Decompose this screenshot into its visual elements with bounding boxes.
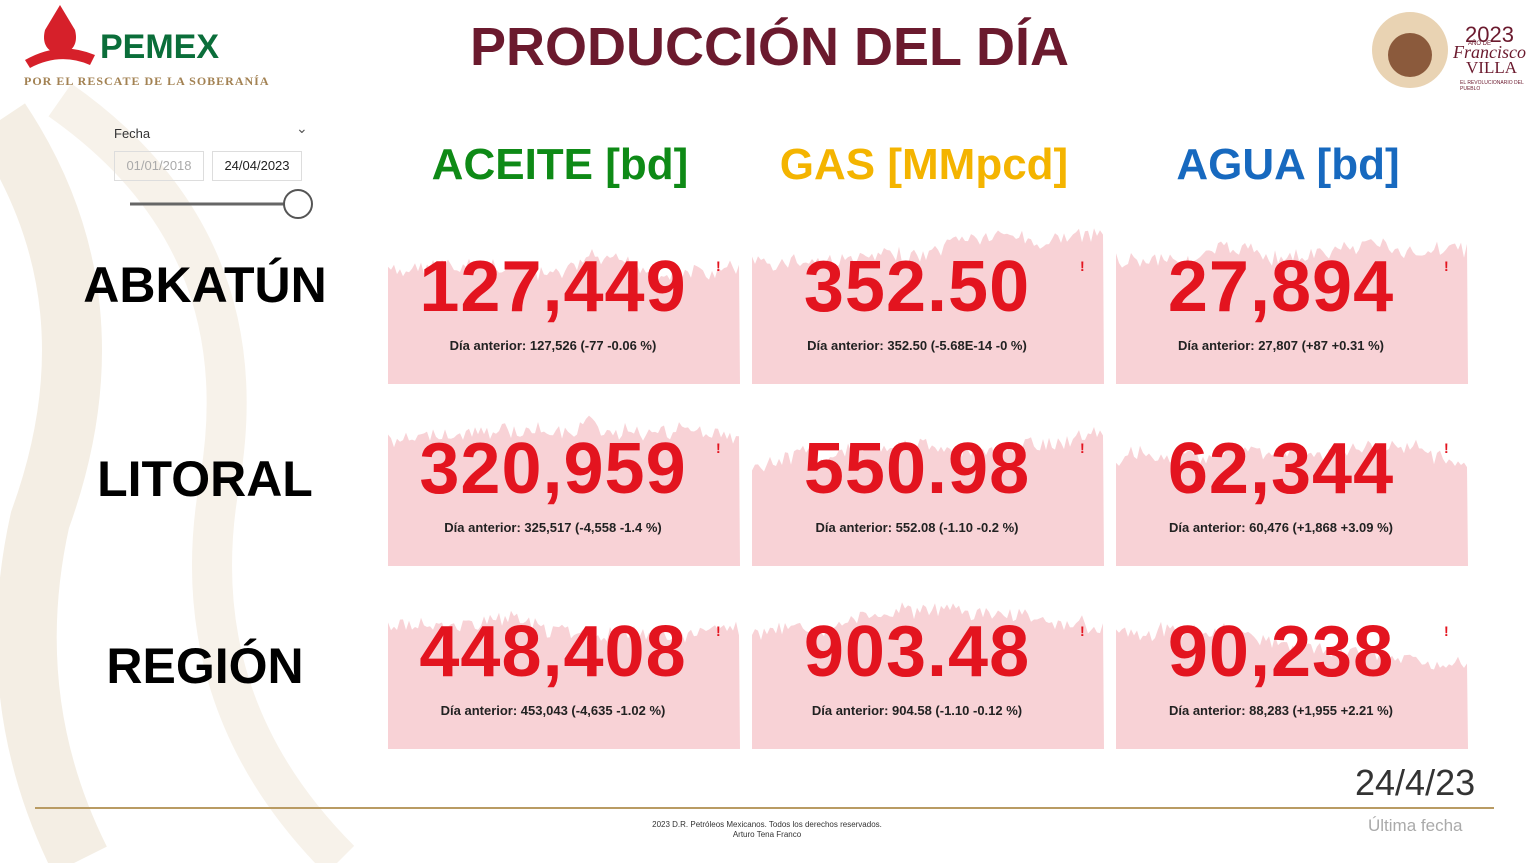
sparkline-background (388, 610, 740, 749)
row-label: REGIÓN (106, 638, 304, 694)
kpi-value: 127,449 (419, 247, 687, 327)
previous-day: Día anterior: 88,283 (+1,955 +2.21 %) (1168, 703, 1393, 718)
column-unit: [bd] (605, 140, 689, 189)
column-header: AGUA [bd] (1108, 140, 1468, 190)
date-start[interactable]: 01/01/2018 (114, 151, 204, 181)
previous-day: Día anterior: 552.08 (-1.10 -0.2 %) (815, 520, 1019, 535)
previous-day: Día anterior: 325,517 (-4,558 -1.4 %) (444, 520, 662, 535)
kpi-value: 550.98 (803, 429, 1031, 509)
alert-mark: ! (716, 623, 721, 639)
date-slider[interactable] (120, 186, 330, 222)
alert-mark: ! (1444, 258, 1449, 274)
kpi-card: 448,408! Día anterior: 453,043 (-4,635 -1… (388, 585, 740, 749)
kpi-card: 320,959! Día anterior: 325,517 (-4,558 -1… (388, 402, 740, 566)
previous-day: Día anterior: 904.58 (-1.10 -0.12 %) (811, 703, 1023, 718)
date-end[interactable]: 24/04/2023 (212, 151, 302, 181)
alert-mark: ! (1444, 440, 1449, 456)
row-label: ABKATÚN (83, 257, 327, 313)
previous-day: Día anterior: 27,807 (+87 +0.31 %) (1178, 338, 1384, 353)
kpi-value: 448,408 (419, 612, 687, 692)
logo-text: PEMEX (100, 28, 220, 66)
previous-day: Día anterior: 60,476 (+1,868 +3.09 %) (1168, 520, 1393, 535)
alert-mark: ! (1080, 440, 1085, 456)
badge-prefix: AÑO DE (1468, 41, 1492, 47)
kpi-value: 352.50 (803, 247, 1031, 327)
alert-mark: ! (716, 440, 721, 456)
alert-mark: ! (1444, 623, 1449, 639)
previous-day: Día anterior: 352.50 (-5.68E-14 -0 %) (807, 338, 1027, 353)
copyright: 2023 D.R. Petróleos Mexicanos. Todos los… (652, 820, 882, 829)
sparkline-background (388, 415, 740, 566)
kpi-value: 62,344 (1167, 429, 1395, 509)
kpi-card: 127,449! Día anterior: 127,526 (-77 -0.06… (388, 220, 740, 384)
column-name: AGUA (1176, 140, 1305, 189)
author: Arturo Tena Franco (732, 830, 802, 839)
filter-label: Fecha (114, 126, 151, 141)
column-unit: [bd] (1316, 140, 1400, 189)
column-header: ACEITE [bd] (380, 140, 740, 190)
kpi-card: 62,344! Día anterior: 60,476 (+1,868 +3.0… (1116, 402, 1468, 566)
kpi-card: 903.48! Día anterior: 904.58 (-1.10 -0.12… (752, 585, 1104, 749)
last-date: 24/4/23 (1355, 762, 1476, 803)
kpi-value: 903.48 (803, 612, 1031, 692)
column-name: GAS (779, 140, 876, 189)
alert-mark: ! (1080, 258, 1085, 274)
sparkline-background (752, 602, 1104, 749)
kpi-card: 90,238! Día anterior: 88,283 (+1,955 +2.2… (1116, 585, 1468, 749)
alert-mark: ! (1080, 623, 1085, 639)
sparkline-background (752, 228, 1104, 384)
kpi-value: 320,959 (419, 429, 687, 509)
column-name: ACEITE (431, 140, 594, 189)
badge-year: 2023 (1465, 22, 1514, 47)
previous-day: Día anterior: 127,526 (-77 -0.06 %) (449, 338, 657, 353)
kpi-card: 550.98! Día anterior: 552.08 (-1.10 -0.2 … (752, 402, 1104, 566)
sparkline-background (1116, 439, 1468, 566)
logo-tagline: POR EL RESCATE DE LA SOBERANÍA (24, 74, 270, 88)
badge-name: Francisco (1453, 42, 1526, 62)
row-label: LITORAL (97, 451, 313, 507)
sparkline-background (752, 427, 1104, 566)
previous-day: Día anterior: 453,043 (-4,635 -1.02 %) (440, 703, 666, 718)
kpi-value: 90,238 (1167, 612, 1395, 692)
badge-name: VILLA (1466, 58, 1517, 77)
kpi-value: 27,894 (1167, 247, 1395, 327)
badge-caption: EL REVOLUCIONARIO DEL PUEBLO (1460, 80, 1524, 92)
column-header: GAS [MMpcd] (744, 140, 1104, 190)
dropdown-chevron[interactable]: ⌄ (296, 120, 308, 136)
kpi-card: 352.50! Día anterior: 352.50 (-5.68E-14 -… (752, 220, 1104, 384)
sparkline-background (388, 249, 740, 384)
column-unit: [MMpcd] (887, 140, 1069, 189)
page-title: PRODUCCIÓN DEL DÍA (470, 17, 1070, 77)
last-date-label: Última fecha (1368, 816, 1463, 835)
alert-mark: ! (716, 258, 721, 274)
sparkline-background (1116, 238, 1468, 384)
sparkline-background (1116, 621, 1468, 749)
kpi-card: 27,894! Día anterior: 27,807 (+87 +0.31 %… (1116, 220, 1468, 384)
